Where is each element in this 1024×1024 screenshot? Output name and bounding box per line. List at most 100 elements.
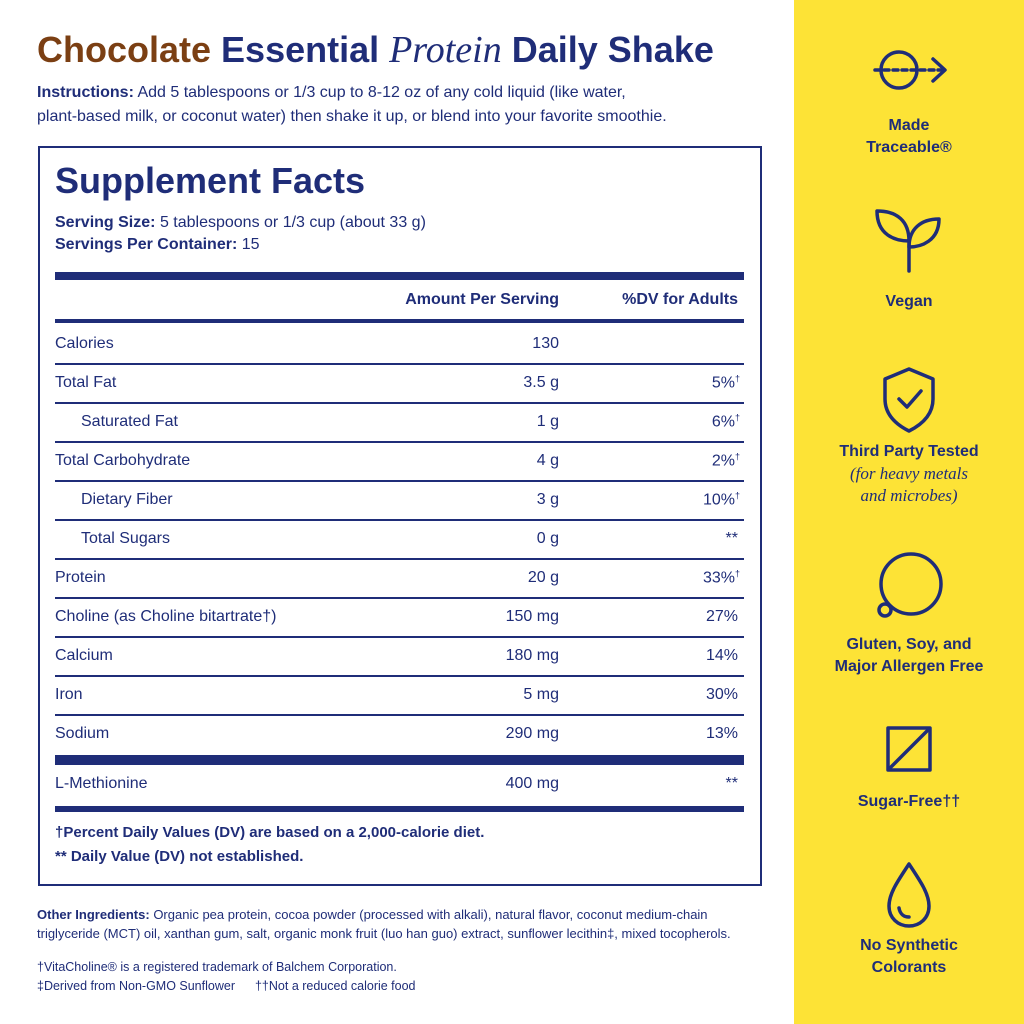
nutrient-name: Total Fat — [55, 374, 117, 391]
nutrient-name: Calories — [55, 335, 114, 352]
amount: 130 — [532, 335, 559, 352]
amount: 4 g — [536, 452, 559, 469]
other-ingredients: Other Ingredients: Organic pea protein, … — [37, 905, 731, 943]
dv-text: 13% — [705, 725, 738, 742]
text: triglyceride (MCT) oil, xanthan gum, sal… — [37, 926, 731, 941]
nutrient-name: Calcium — [55, 647, 113, 664]
nutrient-name: L-Methionine — [55, 775, 148, 792]
amount: 20 g — [527, 569, 559, 586]
badge-label: Traceable® — [866, 139, 952, 156]
note: ‡Derived from Non-GMO Sunflower — [37, 979, 235, 993]
facts-footnotes: †Percent Daily Values (DV) are based on … — [55, 821, 484, 869]
label: Serving Size: — [55, 214, 156, 231]
title-part: Chocolate — [37, 29, 212, 70]
daily-value: 6%† — [712, 412, 740, 431]
badge-label: Gluten, Soy, and — [846, 636, 972, 653]
daily-value: 33%† — [703, 568, 740, 587]
bar — [55, 755, 744, 765]
label: Servings Per Container: — [55, 236, 238, 253]
daily-value: 27% — [706, 608, 738, 626]
divider — [55, 480, 744, 482]
amount: 3.5 g — [523, 374, 559, 391]
footnote: †Percent Daily Values (DV) are based on … — [55, 824, 485, 841]
daily-value: ** — [726, 775, 738, 793]
divider — [55, 519, 744, 521]
title-part: Essential — [221, 29, 380, 70]
title-part: Daily Shake — [511, 29, 714, 70]
notes: †VitaCholine® is a registered trademark … — [37, 958, 416, 996]
divider — [55, 441, 744, 443]
dv-text: 6% — [711, 413, 735, 431]
daily-value: 2%† — [712, 451, 740, 470]
daily-value: 30% — [706, 686, 738, 704]
instructions: Instructions: Add 5 tablespoons or 1/3 c… — [37, 81, 667, 129]
dv-text: 30% — [705, 686, 738, 703]
amount: 180 mg — [505, 647, 559, 664]
amount: 150 mg — [505, 608, 559, 625]
allergen-icon — [877, 552, 943, 618]
dv-text: 5% — [711, 374, 735, 392]
label: Instructions: — [37, 84, 134, 101]
nutrient-name: Total Carbohydrate — [55, 452, 191, 469]
nutrient-name: Protein — [55, 569, 106, 586]
column-header: %DV for Adults — [622, 291, 738, 308]
badge: Sugar-Free†† — [794, 791, 1024, 813]
daily-value: ** — [726, 530, 738, 548]
serving: Serving Size: 5 tablespoons or 1/3 cup (… — [55, 212, 426, 256]
divider — [55, 558, 744, 560]
dv-mark: † — [734, 568, 740, 579]
divider — [55, 714, 744, 716]
dv-mark: † — [734, 451, 740, 462]
amount: 400 mg — [505, 775, 559, 792]
sidebar: Made Traceable® Vegan Third Party Tested (fo… — [794, 0, 1024, 1024]
daily-value: 5%† — [712, 373, 740, 392]
nutrient-name: Sodium — [55, 725, 110, 742]
tested-icon — [883, 367, 935, 433]
bar — [55, 272, 744, 280]
nutrient-name: Saturated Fat — [81, 413, 178, 430]
bar — [55, 319, 744, 323]
dv-mark: † — [734, 490, 740, 501]
badge-note: and microbes) — [860, 486, 958, 505]
nutrient-name: Choline (as Choline bitartrate†) — [55, 608, 277, 625]
title: Chocolate Essential Protein Daily Shake — [37, 28, 714, 72]
sugar-free-icon — [886, 726, 932, 772]
daily-value: 13% — [706, 725, 738, 743]
badge: Vegan — [794, 291, 1024, 313]
dv-text: 2% — [711, 452, 735, 470]
badge: Made Traceable® — [794, 115, 1024, 159]
text: 15 — [241, 236, 260, 253]
daily-value: 14% — [706, 647, 738, 665]
bar — [55, 806, 744, 812]
amount: 290 mg — [505, 725, 559, 742]
dv-text: ** — [725, 775, 738, 792]
nutrient-name: Dietary Fiber — [81, 491, 173, 508]
badge-label: Made — [888, 117, 930, 134]
dv-text: 14% — [705, 647, 738, 664]
divider — [55, 402, 744, 404]
nutrient-name: Iron — [55, 686, 83, 703]
text: Add 5 tablespoons or 1/3 cup to 8-12 oz … — [137, 84, 626, 101]
nutrient-name: Total Sugars — [81, 530, 170, 547]
label: Other Ingredients: — [37, 907, 150, 922]
dv-text: 27% — [705, 608, 738, 625]
vegan-icon — [875, 209, 941, 273]
dv-text: 33% — [702, 569, 735, 587]
colorants-icon — [887, 862, 931, 928]
note: †VitaCholine® is a registered trademark … — [37, 960, 397, 974]
amount: 0 g — [536, 530, 559, 547]
badge-label: Vegan — [885, 293, 933, 310]
facts-box — [38, 146, 762, 886]
badge: Third Party Tested (for heavy metals and m… — [794, 441, 1024, 507]
dv-text: 10% — [702, 491, 735, 509]
text: plant-based milk, or coconut water) then… — [37, 108, 667, 125]
badge-label: Major Allergen Free — [834, 658, 984, 675]
divider — [55, 636, 744, 638]
title-part: Protein — [389, 29, 502, 71]
dv-mark: † — [734, 412, 740, 423]
divider — [55, 363, 744, 365]
divider — [55, 597, 744, 599]
divider — [55, 675, 744, 677]
dv-text: ** — [725, 530, 738, 547]
